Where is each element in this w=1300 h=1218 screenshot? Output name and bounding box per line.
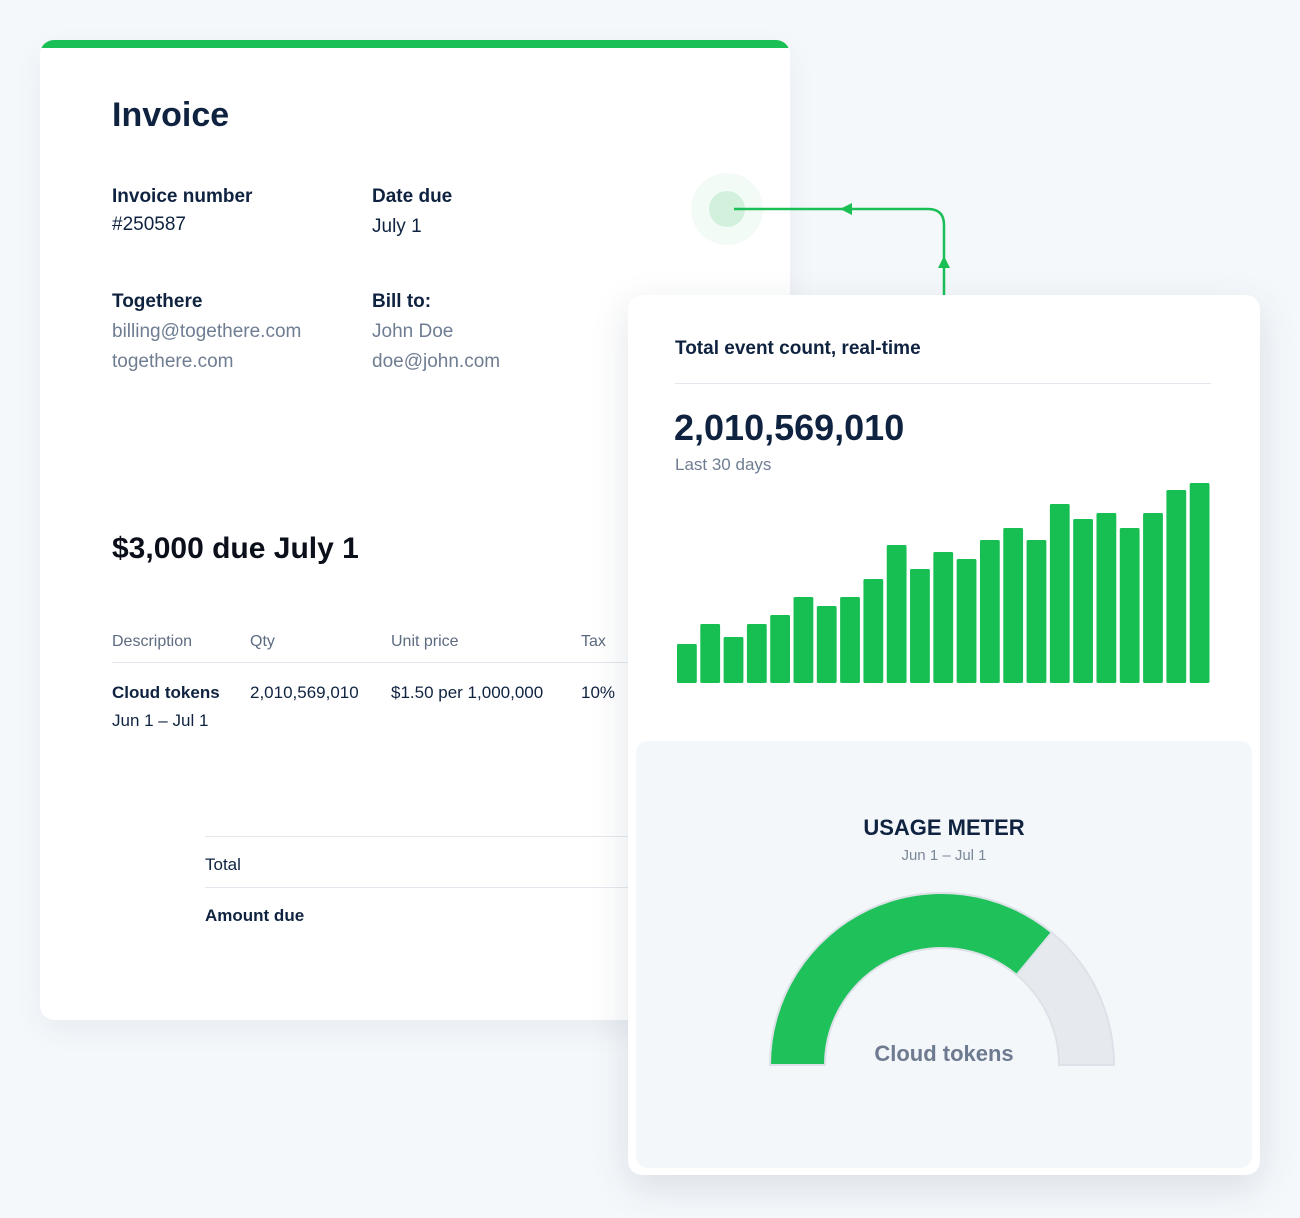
event-count: 2,010,569,010 bbox=[674, 407, 905, 448]
usage-meter-title: USAGE METER bbox=[863, 815, 1025, 840]
invoice-number-label: Invoice number bbox=[112, 186, 253, 207]
col-tax: Tax bbox=[581, 633, 606, 650]
col-description: Description bbox=[112, 633, 193, 650]
event-bar bbox=[700, 624, 721, 683]
bill-to-label: Bill to: bbox=[372, 291, 432, 312]
event-bar bbox=[723, 637, 744, 683]
event-bar bbox=[677, 644, 697, 683]
arrow-left-icon bbox=[840, 203, 852, 215]
bill-to-email: doe@john.com bbox=[372, 351, 501, 372]
event-bar bbox=[840, 597, 860, 683]
invoice-accent-bar bbox=[40, 40, 790, 48]
event-bar bbox=[1096, 513, 1117, 683]
date-due-label: Date due bbox=[372, 186, 453, 207]
amount-divider bbox=[205, 887, 790, 888]
pulse-outer bbox=[691, 173, 763, 245]
event-bar bbox=[1049, 504, 1070, 683]
event-bar bbox=[1143, 513, 1163, 683]
item-qty: 2,010,569,010 bbox=[250, 683, 359, 702]
gauge-label: Cloud tokens bbox=[874, 1041, 1014, 1066]
col-qty: Qty bbox=[250, 633, 275, 650]
table-divider bbox=[112, 662, 790, 663]
event-bar bbox=[863, 579, 884, 683]
event-bar-chart bbox=[677, 483, 1210, 683]
col-unit-price: Unit price bbox=[391, 633, 459, 650]
event-bar bbox=[1003, 528, 1024, 683]
usage-gauge bbox=[768, 892, 1116, 1066]
usage-meter-panel: USAGE METER Jun 1 – Jul 1 Cloud tokens bbox=[636, 741, 1252, 1168]
event-bar bbox=[979, 540, 1000, 683]
event-bar bbox=[1026, 540, 1047, 683]
invoice-title: Invoice bbox=[112, 96, 230, 134]
event-bar bbox=[910, 569, 930, 683]
event-bar bbox=[1119, 528, 1140, 683]
total-divider bbox=[205, 836, 790, 837]
from-name: Togethere bbox=[112, 291, 203, 312]
event-bar bbox=[886, 545, 907, 683]
event-title: Total event count, real-time bbox=[675, 338, 921, 359]
event-bar bbox=[816, 606, 837, 683]
date-due: July 1 bbox=[372, 216, 422, 237]
invoice-number: #250587 bbox=[112, 214, 186, 235]
item-unit-price: $1.50 per 1,000,000 bbox=[391, 683, 544, 702]
bill-to-name: John Doe bbox=[372, 321, 454, 342]
from-email: billing@togethere.com bbox=[112, 321, 302, 342]
item-period: Jun 1 – Jul 1 bbox=[112, 711, 209, 730]
event-bar bbox=[746, 624, 767, 683]
event-bar bbox=[1073, 519, 1093, 683]
event-period: Last 30 days bbox=[675, 455, 772, 474]
total-label: Total bbox=[205, 855, 241, 874]
event-bar bbox=[1189, 483, 1210, 683]
usage-meter-period: Jun 1 – Jul 1 bbox=[901, 847, 987, 864]
event-bar bbox=[956, 559, 977, 683]
amount-headline: $3,000 due July 1 bbox=[112, 532, 359, 565]
item-tax: 10% bbox=[581, 683, 616, 702]
event-divider bbox=[675, 383, 1211, 384]
event-bar bbox=[770, 615, 791, 683]
event-bar bbox=[933, 552, 954, 683]
amount-due-label: Amount due bbox=[205, 906, 305, 925]
from-site: togethere.com bbox=[112, 351, 234, 372]
connector-line bbox=[734, 207, 946, 320]
pulse-inner bbox=[709, 191, 745, 227]
event-bar bbox=[1166, 490, 1187, 683]
item-description: Cloud tokens bbox=[112, 683, 220, 702]
event-bar bbox=[793, 597, 814, 683]
event-count-card: Total event count, real-time 2,010,569,0… bbox=[628, 295, 1260, 1175]
gauge-fill bbox=[768, 892, 1054, 1066]
arrow-up-icon bbox=[938, 256, 950, 268]
